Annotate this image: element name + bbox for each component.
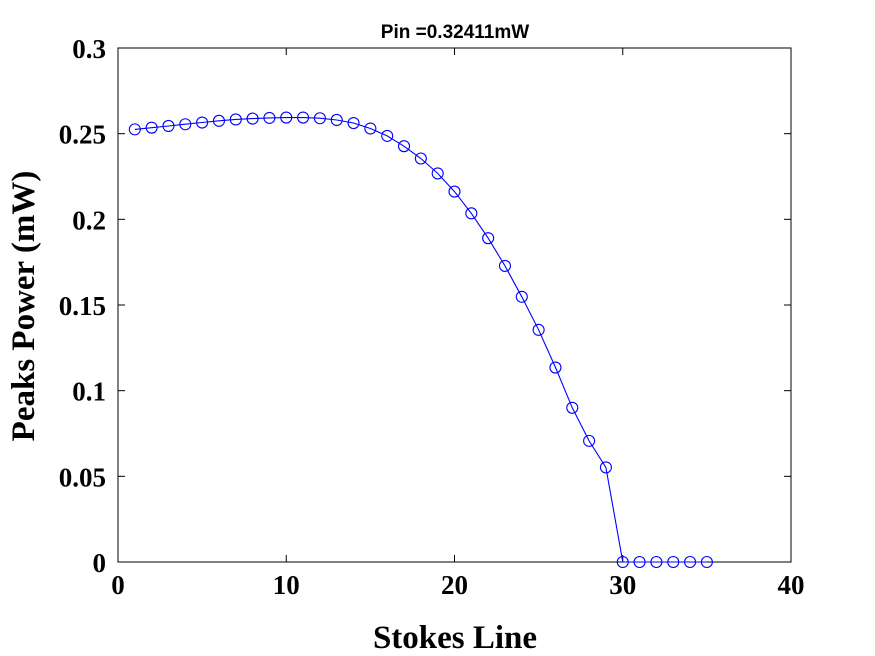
x-tick-label: 10	[273, 570, 300, 600]
y-tick-label: 0.05	[59, 462, 106, 492]
chart-title: Pin =0.32411mW	[381, 22, 529, 43]
data-point	[498, 259, 512, 272]
data-point	[381, 129, 394, 142]
data-point	[397, 140, 411, 153]
y-tick-label: 0.2	[72, 205, 106, 235]
series-layer	[128, 111, 713, 569]
data-point	[280, 111, 293, 124]
data-point	[566, 401, 579, 414]
data-point	[616, 555, 629, 569]
data-point	[448, 185, 461, 198]
data-point	[246, 112, 259, 125]
x-axis-label: Stokes Line	[373, 620, 537, 656]
x-tick-label: 40	[778, 570, 805, 600]
data-point	[313, 112, 326, 125]
data-point	[465, 207, 478, 220]
data-point	[599, 461, 612, 474]
plot-border	[117, 47, 792, 563]
x-tick-label: 20	[441, 570, 468, 600]
data-point	[549, 361, 562, 374]
data-point	[297, 111, 310, 124]
data-point	[229, 113, 242, 126]
data-point	[162, 119, 175, 133]
y-tick-label: 0.1	[72, 377, 106, 407]
x-tick-label: 30	[609, 570, 636, 600]
y-tick-label: 0.15	[59, 291, 106, 321]
data-point	[515, 290, 528, 303]
data-point	[633, 555, 646, 569]
y-axis-label: Peaks Power (mW)	[6, 171, 42, 442]
data-point	[700, 555, 713, 569]
x-tick-label: 0	[111, 570, 125, 600]
data-point	[212, 114, 225, 127]
data-point	[128, 123, 141, 136]
y-tick-label: 0.3	[72, 34, 106, 64]
y-tick-label: 0.25	[59, 120, 106, 150]
data-point	[532, 323, 545, 336]
data-point	[330, 113, 343, 127]
data-point	[347, 116, 360, 130]
data-point	[683, 555, 697, 569]
data-point	[414, 152, 427, 165]
data-point	[667, 555, 680, 569]
data-point	[179, 118, 192, 131]
axis-ticks: 0 10 20 30 40 0 0.05 0.1 0.15 0.2 0.25 0.3	[59, 34, 805, 600]
data-point	[482, 232, 495, 245]
data-point	[650, 555, 663, 569]
data-point	[263, 111, 276, 124]
data-point	[431, 167, 444, 180]
data-point	[583, 434, 596, 447]
data-point	[364, 122, 377, 135]
y-tick-label: 0	[93, 548, 107, 578]
data-point	[145, 121, 158, 134]
plot-area	[117, 47, 792, 563]
data-point	[196, 116, 209, 129]
